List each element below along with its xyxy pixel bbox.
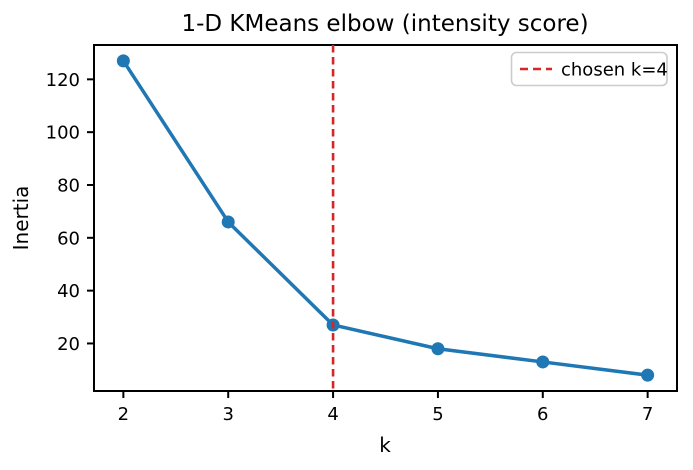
data-point-k2 [116,54,130,68]
y-tick-label: 80 [57,175,80,196]
x-tick-label: 2 [118,404,129,425]
x-axis: 2 3 4 5 6 7 [118,391,653,425]
data-point-k3 [221,215,235,229]
legend-box [510,51,668,87]
inertia-markers [116,54,655,382]
x-axis-label: k [379,433,391,457]
inertia-line [121,59,650,377]
x-tick-label: 7 [642,404,653,425]
chart-title: 1-D KMeans elbow (intensity score) [181,11,588,37]
y-tick-label: 40 [57,281,80,302]
data-point-k5 [431,342,445,356]
y-axis-label: Inertia [9,186,33,251]
x-tick-label: 6 [537,404,548,425]
y-tick-label: 120 [46,70,80,91]
data-point-k7 [641,368,655,382]
axes-spines [93,44,678,392]
x-tick-label: 5 [432,404,443,425]
legend-entry-label: chosen k=4 [561,60,668,81]
legend: chosen k=4 [510,51,668,87]
y-tick-label: 20 [57,334,80,355]
x-tick-label: 4 [327,404,338,425]
x-tick-label: 3 [222,404,233,425]
y-tick-label: 60 [57,228,80,249]
data-point-k6 [536,355,550,369]
y-tick-label: 100 [46,123,80,144]
y-axis: 20 40 60 80 100 120 [46,70,94,355]
